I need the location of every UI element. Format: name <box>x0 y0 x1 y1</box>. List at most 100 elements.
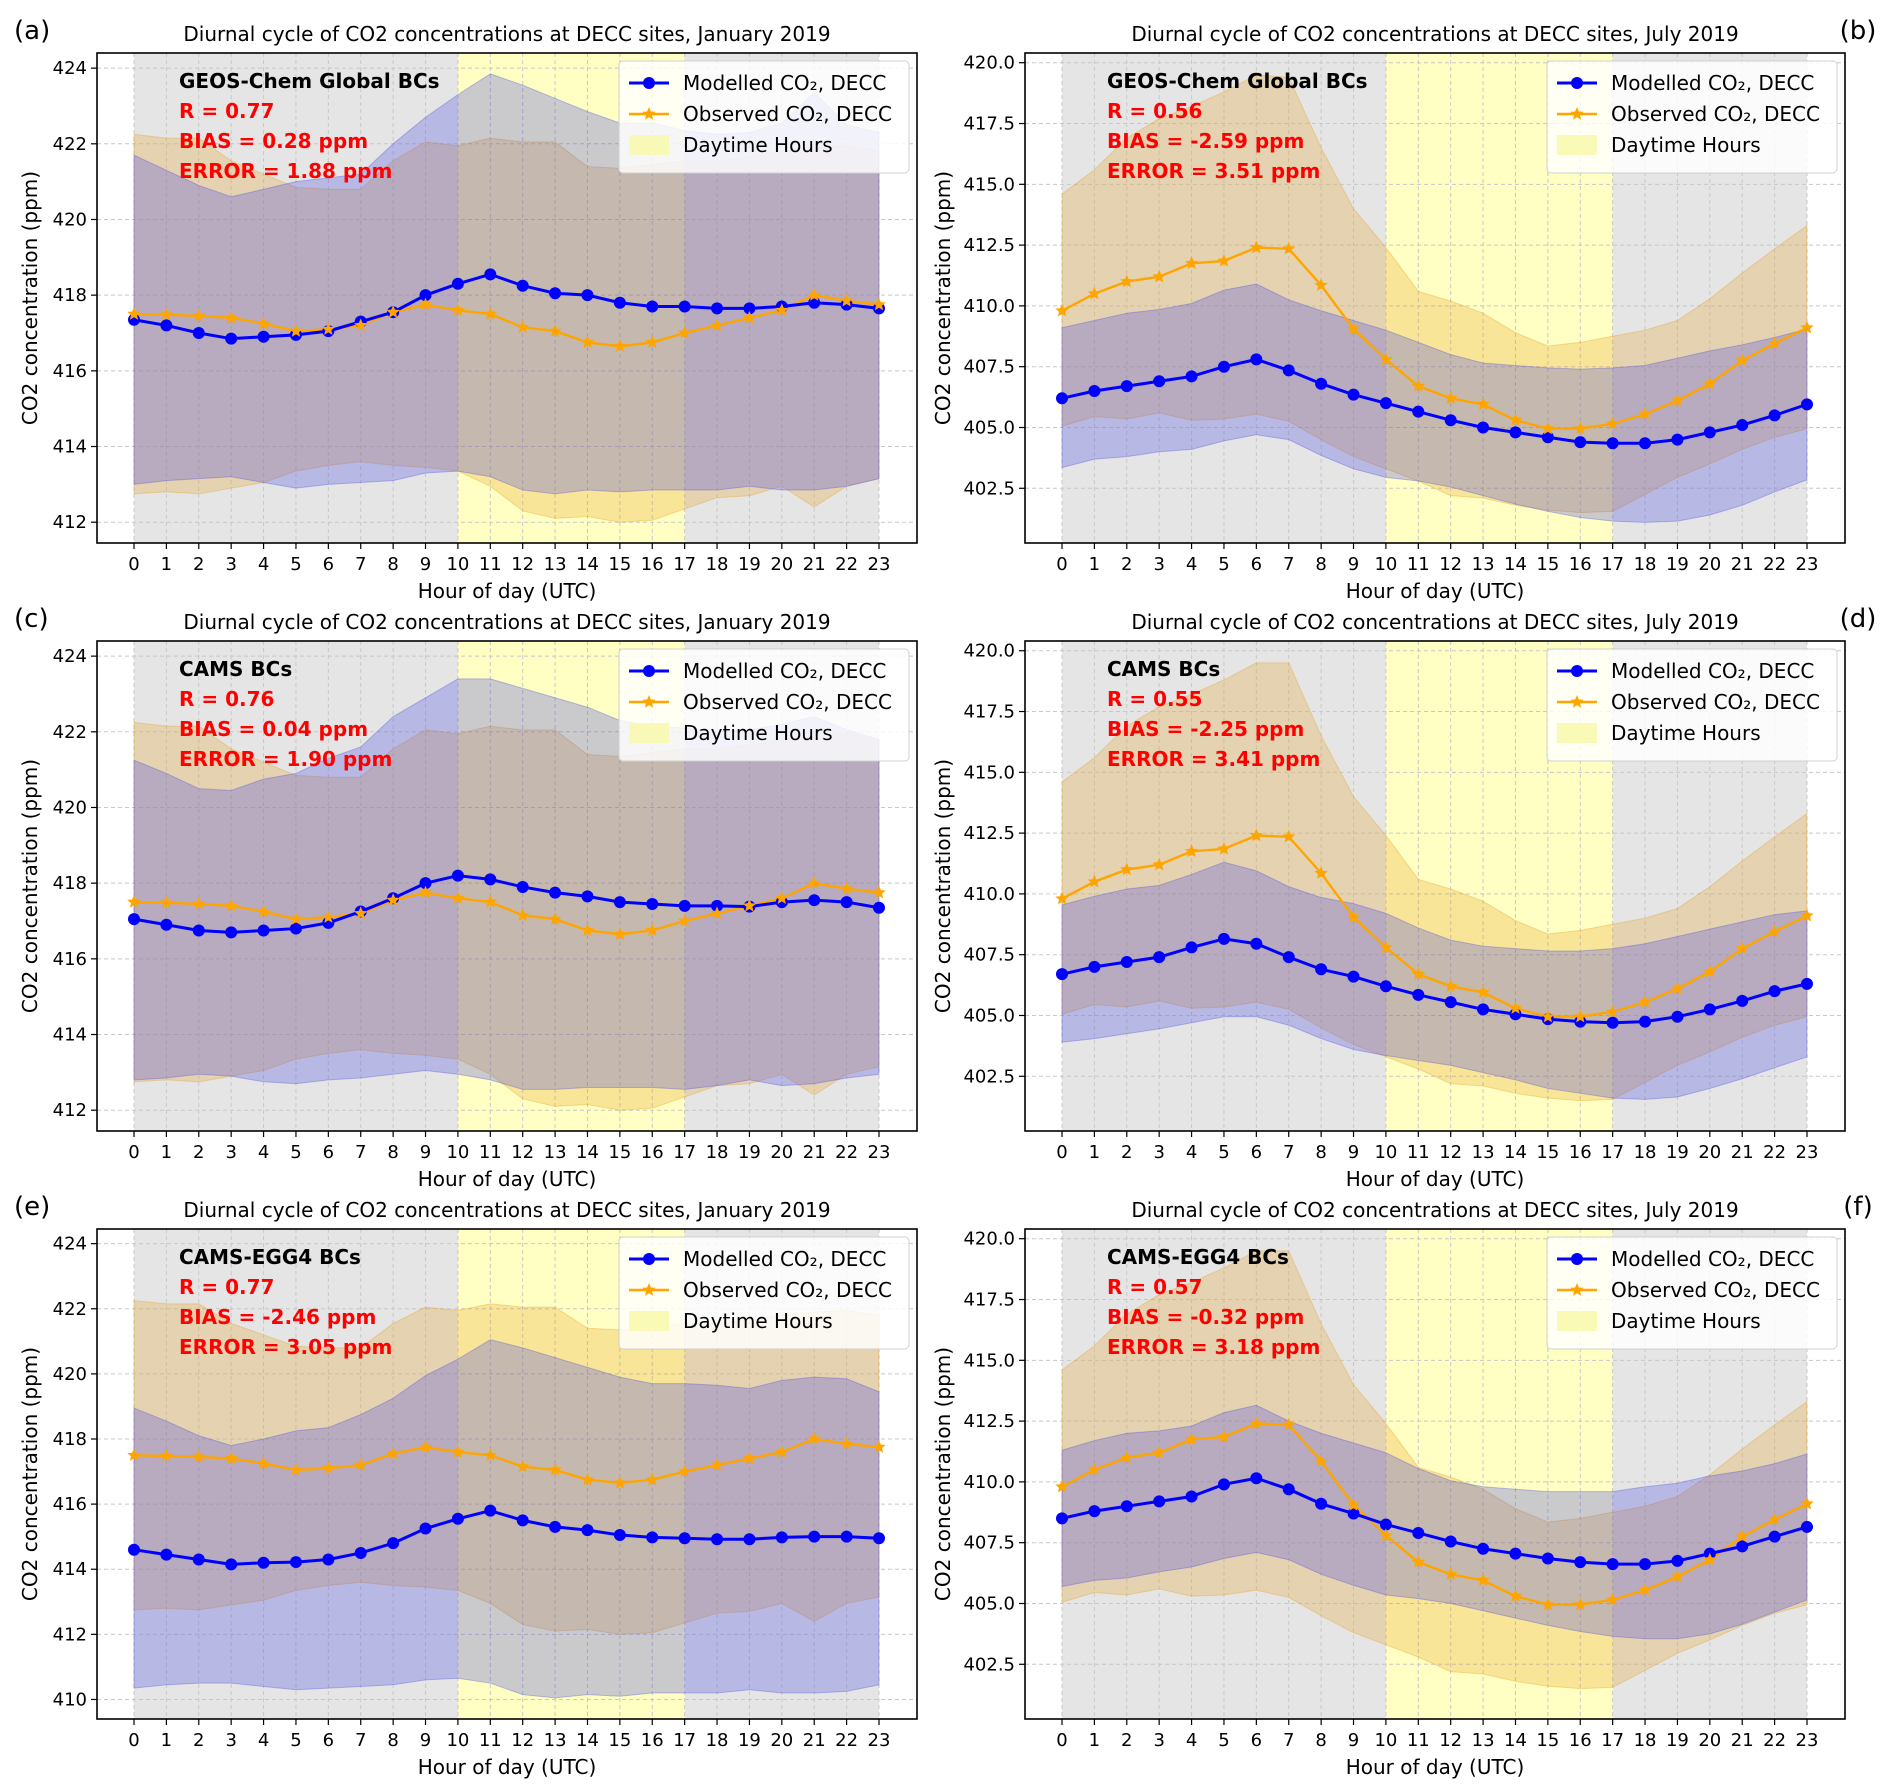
modelled-point <box>1217 360 1230 373</box>
y-tick-label: 412 <box>53 1100 87 1121</box>
x-tick-label: 5 <box>290 1730 301 1751</box>
axes-frame <box>96 52 918 544</box>
observed-point <box>321 1461 335 1474</box>
observed-point <box>483 307 497 320</box>
annotation-r: R = 0.55 <box>1107 687 1202 711</box>
observed-point <box>1087 286 1101 300</box>
observed-point <box>548 912 562 925</box>
observed-point <box>613 1476 627 1489</box>
observed-point <box>1638 407 1652 420</box>
modelled-point <box>1056 1512 1068 1525</box>
y-tick-label: 405.0 <box>963 417 1015 438</box>
modelled-point <box>1120 955 1133 968</box>
x-tick-label: 21 <box>1731 554 1754 575</box>
legend-observed-marker <box>1570 1283 1584 1296</box>
legend: Modelled CO₂, DECC Observed CO₂, DECC Dayt… <box>618 60 910 174</box>
y-axis-label: CO2 concentration (ppm) <box>931 1347 955 1601</box>
y-tick-label: 424 <box>53 58 87 79</box>
legend-box <box>618 60 910 174</box>
chart-title: Diurnal cycle of CO2 concentrations at D… <box>1131 610 1738 634</box>
x-tick-label: 12 <box>1439 554 1462 575</box>
x-tick-label: 20 <box>770 1142 793 1163</box>
panel-label: (c) <box>14 604 49 634</box>
x-axis-label: Hour of day (UTC) <box>418 1167 597 1191</box>
x-tick-label: 9 <box>420 1142 431 1163</box>
observed-point <box>710 906 724 920</box>
legend-observed-marker <box>642 107 656 120</box>
y-tick-label: 402.5 <box>963 1654 1015 1675</box>
observed-point <box>548 324 562 337</box>
observed-point <box>127 307 141 320</box>
modelled-point <box>1671 1010 1684 1023</box>
x-tick-label: 16 <box>641 554 664 575</box>
modelled-point <box>808 1530 821 1543</box>
observed-line <box>1061 1422 1808 1606</box>
modelled-point <box>646 300 659 313</box>
annotation-heading: GEOS-Chem Global BCs <box>1107 69 1368 93</box>
x-tick-label: 2 <box>193 1142 204 1163</box>
observed-point <box>742 898 757 912</box>
legend-observed-marker <box>642 1283 656 1296</box>
modelled-point <box>1379 397 1392 410</box>
x-tick-label: 20 <box>1698 1730 1721 1751</box>
panel-d: 0 1 2 3 4 5 6 7 8 9 10 11 12 13 14 15 16 17 18 19 20 21 22 2340… <box>931 604 1876 1191</box>
x-axis-label: Hour of day (UTC) <box>418 1755 597 1779</box>
observed-point <box>807 876 821 889</box>
x-tick-label: 19 <box>738 1730 761 1751</box>
modelled-point <box>1768 1530 1781 1543</box>
observed-point <box>1087 1462 1101 1476</box>
observed-point <box>1184 256 1199 269</box>
x-tick-label: 14 <box>1504 1730 1527 1751</box>
modelled-point <box>1153 951 1166 964</box>
observed-point <box>224 1451 238 1465</box>
x-tick-label: 10 <box>446 554 469 575</box>
legend-daytime-label: Daytime Hours <box>1611 133 1761 157</box>
x-tick-label: 6 <box>323 1730 334 1751</box>
modelled-point <box>711 1533 724 1546</box>
observed-point <box>775 303 789 316</box>
modelled-point <box>873 1532 885 1545</box>
observed-point <box>289 324 303 337</box>
observed-point <box>1249 828 1263 842</box>
legend-modelled-marker <box>643 1253 655 1265</box>
observed-point <box>1541 1597 1555 1611</box>
observed-point <box>1735 941 1749 955</box>
observed-point <box>1670 393 1685 407</box>
x-tick-label: 8 <box>387 1142 398 1163</box>
legend-observed-marker <box>642 695 656 708</box>
annotation-error: ERROR = 3.05 ppm <box>179 1335 392 1359</box>
x-tick-label: 7 <box>1283 1730 1294 1751</box>
observed-point <box>159 307 173 321</box>
chart-title: Diurnal cycle of CO2 concentrations at D… <box>1131 22 1738 46</box>
observed-point <box>645 335 659 349</box>
x-tick-label: 21 <box>803 1730 826 1751</box>
modelled-point <box>678 300 691 313</box>
observed-point <box>710 1458 724 1471</box>
observed-point <box>1087 874 1101 888</box>
x-tick-label: 5 <box>290 554 301 575</box>
observed-point <box>1476 985 1490 999</box>
modelled-point <box>613 896 626 909</box>
observed-point <box>1152 269 1166 283</box>
modelled-point <box>1088 960 1101 973</box>
modelled-point <box>1153 375 1166 388</box>
observed-point <box>1120 1450 1134 1464</box>
annotation-r: R = 0.56 <box>1107 99 1202 123</box>
legend-box <box>1546 60 1838 174</box>
modelled-point <box>1768 985 1781 998</box>
observed-point <box>807 1432 821 1445</box>
x-tick-label: 7 <box>355 1142 366 1163</box>
modelled-point <box>873 901 885 914</box>
observed-point <box>1152 1445 1166 1459</box>
legend-daytime-label: Daytime Hours <box>1611 721 1761 745</box>
x-tick-label: 6 <box>1251 1730 1262 1751</box>
x-tick-label: 2 <box>1121 1730 1132 1751</box>
legend-daytime-label: Daytime Hours <box>683 133 833 157</box>
x-tick-label: 10 <box>446 1142 469 1163</box>
observed-point <box>289 1462 303 1476</box>
modelled-point <box>160 319 173 332</box>
x-tick-label: 13 <box>544 1730 567 1751</box>
modelled-point <box>419 877 432 890</box>
modelled-point <box>1379 1518 1392 1531</box>
observed-point <box>1703 1552 1717 1566</box>
